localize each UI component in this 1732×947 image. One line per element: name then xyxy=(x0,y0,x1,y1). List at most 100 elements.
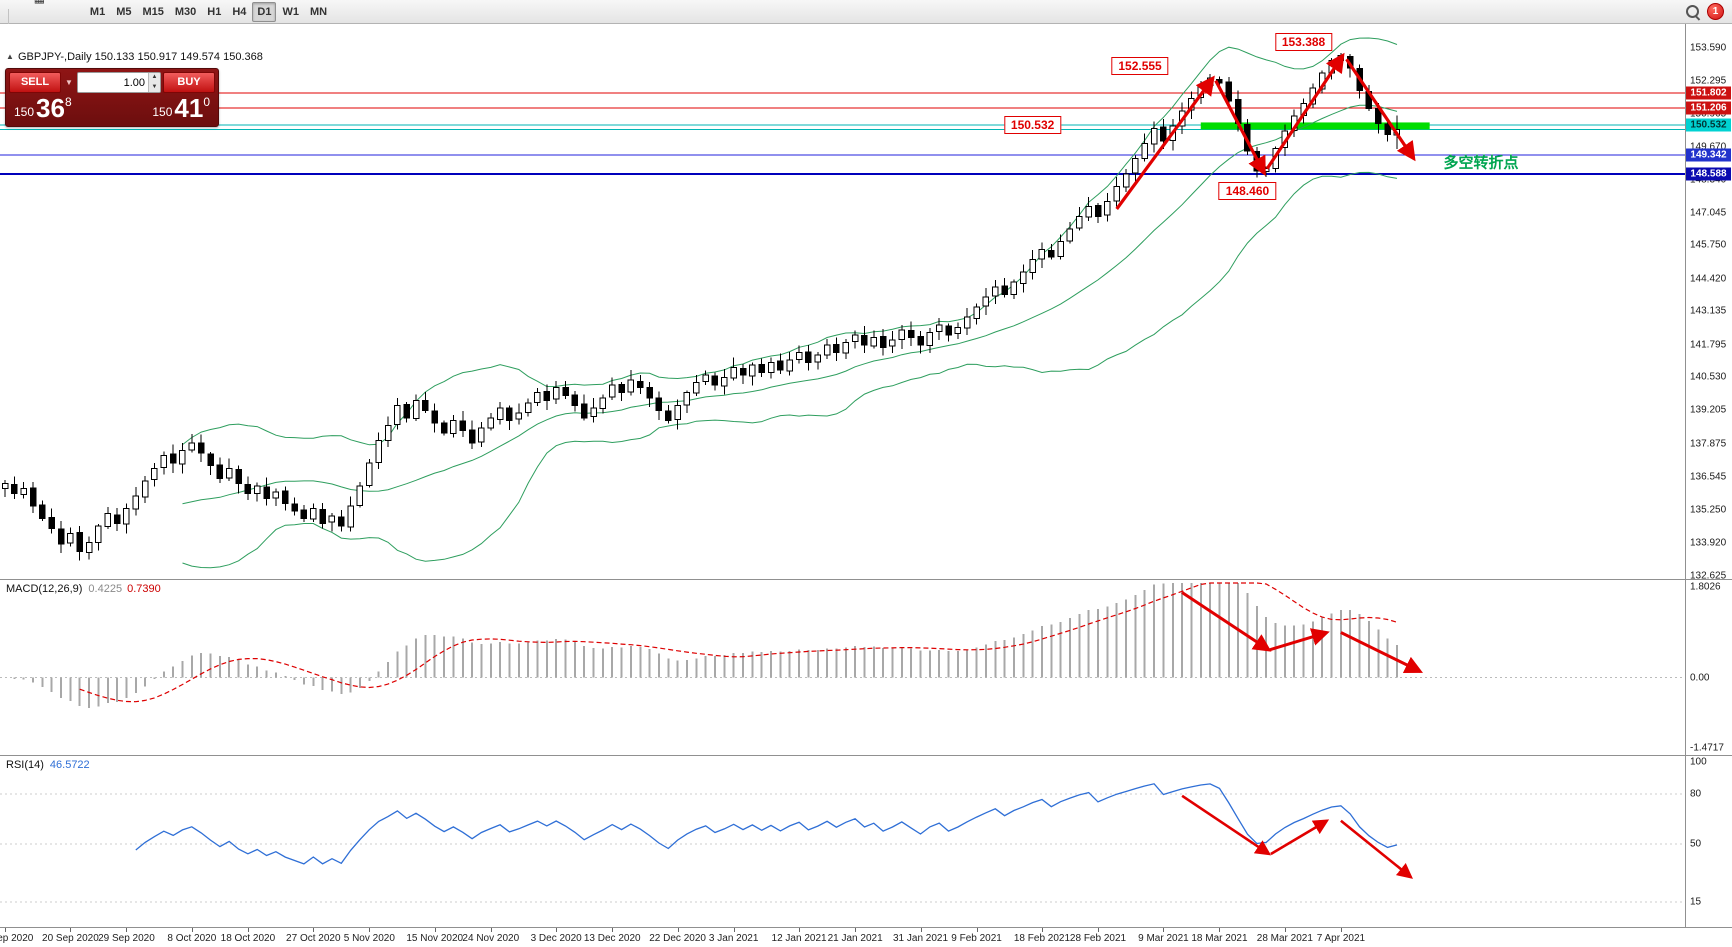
date-label: 8 Oct 2020 xyxy=(167,933,217,944)
price-axis-label: 140.530 xyxy=(1690,371,1727,383)
macd-canvas[interactable] xyxy=(0,580,1686,755)
rsi-axis: 100 80 50 15 xyxy=(1685,756,1732,927)
date-tick xyxy=(369,928,371,932)
rsi-label: RSI(14) xyxy=(6,759,44,771)
date-label: 24 Nov 2020 xyxy=(462,933,520,944)
rsi-header: RSI(14) 46.5722 xyxy=(6,759,90,771)
date-label: 22 Dec 2020 xyxy=(649,933,706,944)
date-tick xyxy=(556,928,558,932)
macd-value-main: 0.4225 xyxy=(88,583,123,595)
buy-price-pips: 41 xyxy=(174,93,204,123)
volume-down-icon[interactable]: ▼ xyxy=(149,82,160,92)
sell-button[interactable]: SELL xyxy=(9,72,61,93)
date-tick xyxy=(855,928,857,932)
symbol-name: GBPJPY-,Daily xyxy=(18,51,92,63)
price-callout[interactable]: 153.388 xyxy=(1274,32,1333,51)
price-chart-canvas[interactable] xyxy=(0,24,1686,579)
ohlc-close: 150.368 xyxy=(223,51,263,63)
date-tick xyxy=(1284,928,1286,932)
date-tick xyxy=(799,928,801,932)
volume-dropdown-icon[interactable]: ▼ xyxy=(65,78,73,87)
rsi-indicator-panel: RSI(14) 46.5722 100 80 50 15 xyxy=(0,755,1732,927)
timeframe-MN[interactable]: MN xyxy=(309,5,328,18)
buy-button[interactable]: BUY xyxy=(163,72,215,93)
price-axis-label: 139.205 xyxy=(1690,404,1727,416)
date-label: 3 Dec 2020 xyxy=(530,933,582,944)
tile-windows-button[interactable]: ▦ xyxy=(4,0,75,9)
price-level-badge: 150.532 xyxy=(1686,118,1731,132)
price-axis-label: 153.590 xyxy=(1690,42,1727,54)
volume-input[interactable] xyxy=(78,73,148,92)
price-level-badge: 149.342 xyxy=(1686,148,1731,162)
price-axis-label: 137.875 xyxy=(1690,438,1727,450)
toolbar-separator xyxy=(8,8,9,25)
rsi-canvas[interactable] xyxy=(0,756,1686,927)
date-tick xyxy=(976,928,978,932)
timeframe-M5[interactable]: M5 xyxy=(116,5,132,18)
main-toolbar: ▦▤+新订单◆●◑►自动交易ƒ▥⊕⊖▦║▮╱►+│─╱∥ƒAT▼ M1M5M15… xyxy=(0,0,1732,322)
date-tick xyxy=(1041,928,1043,932)
price-level-badge: 148.588 xyxy=(1686,167,1731,181)
toolbar-right: 1 xyxy=(1686,3,1728,20)
date-tick xyxy=(612,928,614,932)
price-axis-label: 152.295 xyxy=(1690,75,1727,87)
sell-price: 150 36 8 xyxy=(14,94,72,122)
date-tick xyxy=(677,928,679,932)
price-axis[interactable]: 153.590152.295150.965149.670148.340147.0… xyxy=(1685,24,1732,581)
rsi-axis-label: 80 xyxy=(1690,788,1702,800)
date-label: 9 Mar 2021 xyxy=(1138,933,1189,944)
date-label: 28 Mar 2021 xyxy=(1256,933,1313,944)
chart-note-text[interactable]: 多空转折点 xyxy=(1443,154,1519,172)
macd-indicator-panel: MACD(12,26,9) 0.4225 0.7390 1.8026 0.00 -1.4… xyxy=(0,579,1732,755)
date-tick xyxy=(490,928,492,932)
price-chart-panel: ▲ GBPJPY-,Daily 150.133 150.917 149.574 … xyxy=(0,24,1732,581)
macd-header: MACD(12,26,9) 0.4225 0.7390 xyxy=(6,583,161,595)
one-click-prices: 150 36 8 150 41 0 xyxy=(6,93,218,122)
timeframe-H1[interactable]: H1 xyxy=(207,5,222,18)
date-tick xyxy=(1098,928,1099,932)
buy-price-point: 0 xyxy=(203,95,210,109)
search-icon[interactable] xyxy=(1686,5,1699,18)
date-label: 7 Apr 2021 xyxy=(1316,933,1366,944)
rsi-axis-label: 100 xyxy=(1690,756,1707,768)
date-label: 3 Jan 2021 xyxy=(708,933,759,944)
date-tick xyxy=(1219,928,1221,932)
price-axis-label: 149.670 xyxy=(1690,141,1727,153)
timeframe-M1[interactable]: M1 xyxy=(89,5,106,18)
date-label: 20 Sep 2020 xyxy=(42,933,99,944)
date-label: 28 Feb 2021 xyxy=(1069,933,1127,944)
symbol-info: GBPJPY-,Daily 150.133 150.917 149.574 15… xyxy=(18,51,263,63)
date-label: 18 Feb 2021 xyxy=(1013,933,1071,944)
ohlc-low: 149.574 xyxy=(180,51,221,63)
date-label: 18 Oct 2020 xyxy=(220,933,276,944)
timeframe-M15[interactable]: M15 xyxy=(142,5,164,18)
sell-price-pips: 36 xyxy=(36,93,65,123)
volume-up-icon[interactable]: ▲ xyxy=(149,73,160,83)
one-click-collapse-icon[interactable]: ▲ xyxy=(6,52,14,61)
price-callout[interactable]: 148.460 xyxy=(1218,182,1277,201)
volume-stepper[interactable]: ▲ ▼ xyxy=(148,73,160,92)
date-label: 21 Jan 2021 xyxy=(827,933,883,944)
date-tick xyxy=(1340,928,1342,932)
date-label: 9 Feb 2021 xyxy=(951,933,1002,944)
price-axis-label: 133.920 xyxy=(1690,537,1727,549)
date-label: 29 Sep 2020 xyxy=(98,933,155,944)
price-callout[interactable]: 152.555 xyxy=(1111,56,1169,75)
date-tick xyxy=(5,928,6,932)
timeframe-M30[interactable]: M30 xyxy=(174,5,197,18)
notification-badge[interactable]: 1 xyxy=(1707,3,1724,20)
timeframe-H4[interactable]: H4 xyxy=(232,5,247,18)
timeframe-toolbar: M1 M5 M15 M30 H1 H4 D1 W1 MN xyxy=(85,1,332,22)
timeframe-D1[interactable]: D1 xyxy=(252,1,277,22)
date-tick xyxy=(313,928,315,932)
date-label: 15 Nov 2020 xyxy=(406,933,464,944)
price-axis-label: 136.545 xyxy=(1690,471,1727,483)
sell-price-point: 8 xyxy=(64,95,72,109)
macd-axis-label: 0.00 xyxy=(1690,672,1710,683)
price-axis-label: 143.135 xyxy=(1690,305,1727,317)
timeframe-W1[interactable]: W1 xyxy=(282,5,299,18)
tile-windows-icon: ▦ xyxy=(34,0,45,4)
macd-axis-label: -1.4717 xyxy=(1690,742,1724,754)
price-callout[interactable]: 150.532 xyxy=(1003,116,1062,135)
